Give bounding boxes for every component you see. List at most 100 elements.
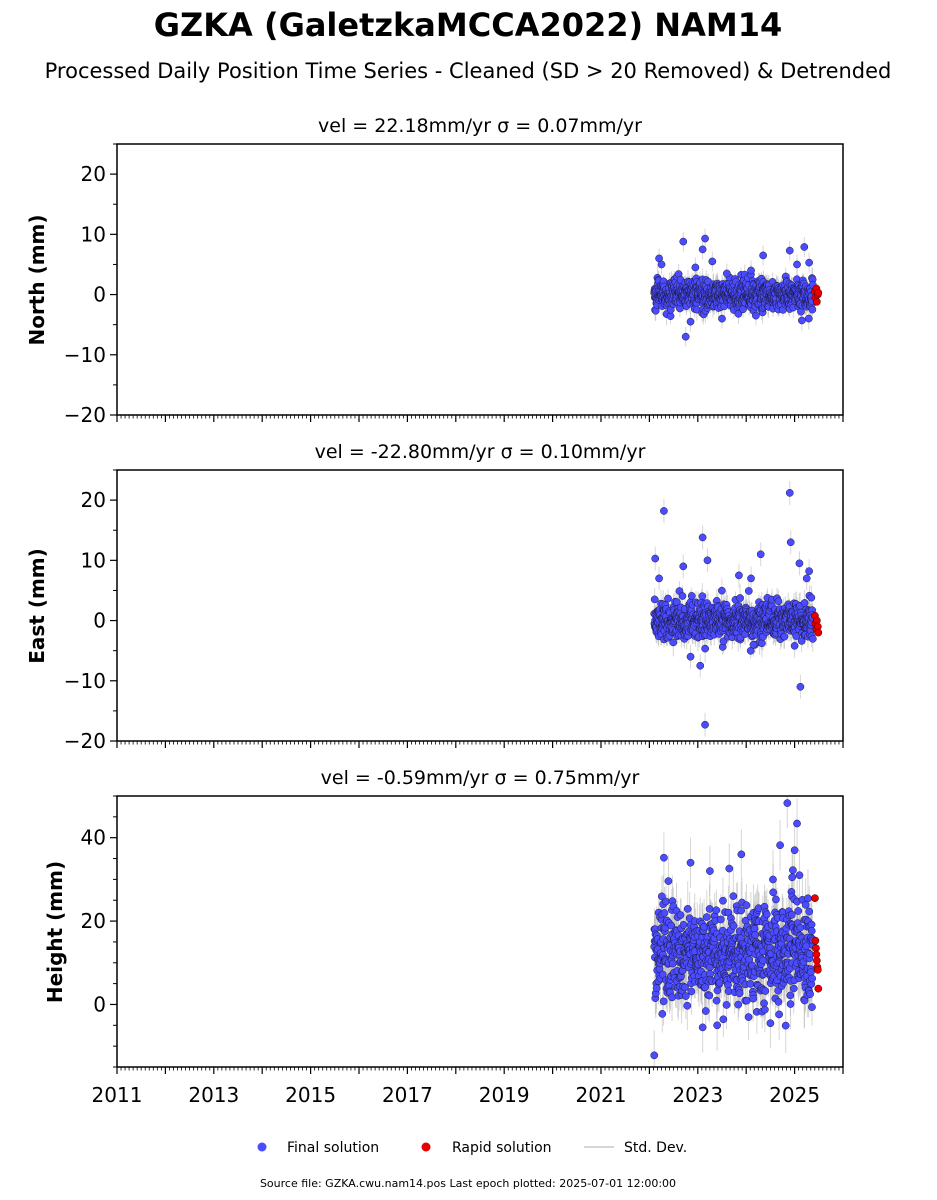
- final-solution-point: [664, 877, 673, 885]
- final-solution-point: [718, 314, 726, 323]
- final-solution-point: [756, 550, 765, 559]
- final-solution-point: [669, 638, 678, 647]
- panel-north-title: vel = 22.18mm/yr σ = 0.07mm/yr: [318, 115, 642, 137]
- panel-east-final-points: [650, 489, 817, 729]
- y-tick-label: −10: [64, 669, 106, 693]
- final-solution-point: [698, 592, 707, 601]
- final-solution-point: [735, 989, 744, 998]
- final-solution-point: [752, 311, 760, 320]
- final-solution-point: [790, 641, 799, 650]
- final-solution-point: [769, 875, 777, 884]
- final-solution-point: [660, 909, 669, 917]
- panel-east-data: [650, 480, 823, 737]
- final-solution-point: [786, 538, 795, 547]
- panel-north-yaxis: −20 −10 0 10 20: [64, 143, 117, 427]
- final-solution-point: [734, 309, 743, 318]
- final-solution-point: [701, 234, 709, 243]
- final-solution-point: [683, 905, 692, 913]
- y-tick-label: 0: [93, 283, 106, 307]
- panel-east-plot: −20 −10 0 10 20: [64, 469, 844, 753]
- panel-north-plot: −20 −10 0 10 20: [64, 143, 844, 427]
- final-solution-point: [681, 992, 690, 1000]
- final-solution-point: [772, 895, 780, 904]
- final-solution-point: [805, 258, 813, 267]
- final-solution-point: [705, 991, 714, 1000]
- final-solution-point: [760, 999, 768, 1008]
- rapid-solution-point: [814, 288, 823, 297]
- final-solution-point: [652, 984, 661, 993]
- panel-east-title: vel = -22.80mm/yr σ = 0.10mm/yr: [315, 441, 646, 463]
- panel-east-xaxis: [116, 741, 844, 748]
- final-solution-point: [789, 984, 798, 993]
- final-solution-point: [702, 913, 711, 921]
- final-solution-point: [679, 562, 688, 571]
- final-solution-point: [686, 317, 695, 326]
- y-tick-label: 20: [81, 162, 106, 186]
- final-solution-point: [807, 593, 816, 602]
- panel-height-data: [650, 796, 823, 1067]
- final-solution-point: [687, 987, 696, 996]
- final-solution-point: [789, 866, 797, 874]
- panel-north-ylabel: North (mm): [25, 214, 49, 345]
- final-solution-point: [736, 594, 744, 602]
- final-solution-point: [722, 269, 731, 278]
- final-solution-point: [664, 594, 672, 603]
- final-solution-point: [712, 996, 721, 1005]
- final-solution-point: [746, 980, 755, 988]
- final-solution-point: [794, 907, 803, 915]
- final-solution-point: [729, 892, 738, 900]
- final-solution-point: [708, 257, 717, 266]
- final-solution-point: [722, 1001, 731, 1009]
- final-solution-point: [719, 1015, 728, 1024]
- final-solution-point: [774, 997, 783, 1006]
- final-solution-point: [712, 906, 721, 915]
- y-tick-label: 0: [93, 609, 106, 633]
- final-solution-point: [668, 959, 677, 968]
- final-solution-point: [735, 571, 743, 580]
- final-solution-point: [701, 644, 709, 653]
- final-solution-point: [698, 245, 707, 254]
- final-solution-point: [716, 915, 725, 924]
- final-solution-point: [808, 635, 817, 643]
- panel-height: vel = -0.59mm/yr σ = 0.75mm/yr Height (m…: [43, 767, 844, 1107]
- final-solution-point: [681, 983, 689, 992]
- rapid-solution-point: [814, 628, 823, 637]
- panel-north-data: [650, 228, 823, 347]
- final-solution-point: [744, 1013, 753, 1021]
- final-solution-point: [658, 970, 667, 979]
- final-solution-point: [705, 905, 714, 913]
- final-solution-point: [719, 896, 727, 905]
- panel-east: vel = -22.80mm/yr σ = 0.10mm/yr East (mm…: [25, 441, 844, 753]
- final-solution-point: [658, 1010, 667, 1018]
- final-solution-point: [691, 263, 700, 272]
- final-solution-point: [747, 574, 755, 583]
- final-solution-point: [703, 556, 712, 565]
- final-solution-point: [715, 978, 724, 987]
- final-solution-point: [658, 892, 666, 901]
- final-solution-point: [749, 994, 758, 1003]
- final-solution-point: [800, 243, 809, 251]
- final-solution-point: [774, 597, 783, 606]
- final-solution-point: [796, 923, 805, 932]
- final-solution-point: [796, 682, 805, 691]
- final-solution-point: [798, 316, 806, 325]
- final-solution-point: [759, 251, 767, 260]
- panel-east-rapid-points: [811, 611, 823, 637]
- final-solution-point: [785, 489, 794, 497]
- final-solution-point: [660, 507, 668, 515]
- final-solution-point: [805, 567, 813, 576]
- final-solution-point: [802, 574, 811, 583]
- y-tick-label: −10: [64, 343, 106, 367]
- rapid-solution-point: [813, 297, 821, 306]
- y-tick-label: 10: [81, 548, 106, 572]
- final-solution-point: [681, 332, 690, 341]
- final-solution-point: [786, 1000, 795, 1008]
- final-solution-point: [787, 910, 796, 919]
- final-solution-point: [786, 991, 795, 1000]
- final-solution-point: [793, 260, 801, 269]
- final-solution-point: [655, 574, 663, 583]
- final-solution-point: [804, 894, 812, 903]
- final-solution-point: [743, 996, 751, 1005]
